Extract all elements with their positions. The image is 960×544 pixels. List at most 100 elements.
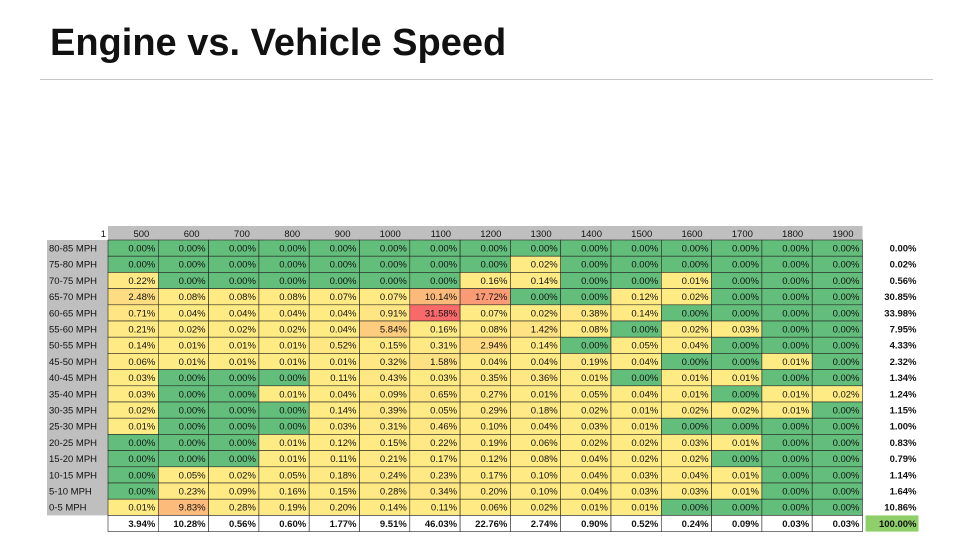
heatmap-cell-label: 0.17% [430, 454, 457, 465]
heatmap-cell-label: 0.04% [531, 422, 558, 433]
heatmap-cell-label: 0.06% [128, 357, 155, 368]
heatmap-cell-label: 0.00% [229, 244, 256, 255]
heatmap-cell-label: 0.20% [330, 503, 357, 514]
heatmap-cell-label: 0.14% [631, 308, 658, 319]
heatmap-cell-label: 0.00% [179, 422, 206, 433]
heatmap-cell-label: 17.72% [475, 292, 508, 303]
row-label-0-5-mph: 0-5 MPH [49, 503, 87, 514]
heatmap-cell-label: 0.04% [179, 308, 206, 319]
heatmap-cell-label: 0.00% [380, 244, 407, 255]
heatmap-cell-label: 0.00% [179, 438, 206, 449]
heatmap-cell-label: 0.00% [833, 357, 860, 368]
heatmap-cell-label: 0.03% [631, 470, 658, 481]
heatmap-cell-label: 0.00% [682, 357, 709, 368]
heatmap-cell-label: 0.14% [380, 503, 407, 514]
heatmap-cell-label: 0.09% [380, 389, 407, 400]
heatmap-cell-label: 0.02% [179, 325, 206, 336]
heatmap-cell-label: 0.12% [480, 454, 507, 465]
column-header-1200: 1200 [480, 229, 501, 240]
row-total-label: 1.15% [890, 406, 917, 417]
heatmap-cell-label: 0.23% [179, 487, 206, 498]
row-label-75-80-mph: 75-80 MPH [49, 260, 97, 271]
heatmap-cell-label: 0.10% [480, 422, 507, 433]
heatmap-cell-label: 0.01% [531, 389, 558, 400]
heatmap-cell-label: 0.00% [782, 487, 809, 498]
heatmap-cell-label: 0.00% [229, 260, 256, 271]
heatmap-cell-label: 0.00% [682, 503, 709, 514]
heatmap-cell-label: 0.91% [380, 308, 407, 319]
heatmap-cell-label: 0.00% [833, 503, 860, 514]
heatmap-cell-label: 0.01% [732, 438, 759, 449]
heatmap-cell-label: 0.00% [732, 260, 759, 271]
heatmap-cell-label: 0.02% [531, 260, 558, 271]
heatmap-cell-label: 0.00% [631, 325, 658, 336]
row-label-45-50-mph: 45-50 MPH [49, 357, 97, 368]
row-total-label: 1.34% [890, 373, 917, 384]
heatmap-cell-label: 0.00% [732, 422, 759, 433]
row-total-label: 0.56% [890, 276, 917, 287]
heatmap-cell-label: 0.00% [833, 244, 860, 255]
heatmap-cell-label: 0.00% [229, 422, 256, 433]
heatmap-cell-label: 0.00% [531, 292, 558, 303]
heatmap-cell-label: 0.00% [682, 244, 709, 255]
column-header-1400: 1400 [581, 229, 602, 240]
heatmap-cell-label: 0.01% [279, 341, 306, 352]
heatmap-cell-label: 0.06% [480, 503, 507, 514]
heatmap-cell-label: 0.00% [229, 276, 256, 287]
heatmap-cell-label: 0.00% [279, 260, 306, 271]
heatmap-cell-label: 0.06% [531, 438, 558, 449]
column-total-label: 22.76% [475, 519, 508, 530]
heatmap-cell-label: 0.10% [531, 470, 558, 481]
column-header-500: 500 [133, 229, 149, 240]
heatmap-cell-label: 0.00% [833, 292, 860, 303]
heatmap-cell-label: 0.01% [128, 422, 155, 433]
column-total-label: 0.56% [229, 519, 256, 530]
heatmap-cell-label: 0.01% [732, 470, 759, 481]
heatmap-cell-label: 0.00% [732, 276, 759, 287]
heatmap-cell-label: 0.01% [682, 373, 709, 384]
heatmap-cell-label: 0.01% [631, 503, 658, 514]
heatmap-cell-label: 1.42% [531, 325, 558, 336]
row-label-band [47, 240, 108, 516]
heatmap-cell-label: 0.00% [833, 325, 860, 336]
heatmap-cell-label: 0.19% [279, 503, 306, 514]
heatmap-cell-label: 0.00% [833, 454, 860, 465]
heatmap-cell-label: 0.03% [128, 389, 155, 400]
grand-total-label: 100.00% [879, 519, 917, 530]
heatmap-cell-label: 0.02% [732, 406, 759, 417]
heatmap-cell-label: 0.22% [128, 276, 155, 287]
heatmap-cell-label: 0.00% [732, 389, 759, 400]
heatmap-cell-label: 0.01% [581, 373, 608, 384]
column-header-1300: 1300 [531, 229, 552, 240]
row-label-55-60-mph: 55-60 MPH [49, 325, 97, 336]
heatmap-cell-label: 0.00% [833, 487, 860, 498]
heatmap-cell-label: 0.01% [279, 357, 306, 368]
heatmap-cell-label: 0.00% [682, 308, 709, 319]
row-label-5-10-mph: 5-10 MPH [49, 487, 92, 498]
column-total-label: 0.60% [279, 519, 306, 530]
column-header-800: 800 [284, 229, 300, 240]
heatmap-cell-label: 0.00% [682, 260, 709, 271]
column-header-1900: 1900 [832, 229, 853, 240]
heatmap-cell-label: 0.00% [833, 373, 860, 384]
heatmap-cell-label: 0.00% [782, 325, 809, 336]
heatmap-cell-label: 0.24% [380, 470, 407, 481]
heatmap-cell-label: 0.34% [430, 487, 457, 498]
row-total-label: 4.33% [890, 341, 917, 352]
column-header-band [108, 226, 863, 240]
heatmap-cell-label: 0.01% [782, 357, 809, 368]
heatmap-cell-label: 0.00% [480, 260, 507, 271]
heatmap-cell-label: 0.00% [782, 308, 809, 319]
heatmap-cell-label: 0.00% [732, 292, 759, 303]
heatmap-cell-label: 0.01% [279, 438, 306, 449]
heatmap-cell-label: 2.48% [128, 292, 155, 303]
heatmap-cell-label: 0.28% [380, 487, 407, 498]
row-label-15-20-mph: 15-20 MPH [49, 454, 97, 465]
column-total-cell [811, 515, 863, 532]
heatmap-cell-label: 0.28% [229, 503, 256, 514]
heatmap-cell-label: 0.52% [330, 341, 357, 352]
heatmap-cell-label: 0.00% [732, 308, 759, 319]
heatmap-cell-label: 0.00% [430, 276, 457, 287]
heatmap-cell-label: 0.00% [782, 244, 809, 255]
